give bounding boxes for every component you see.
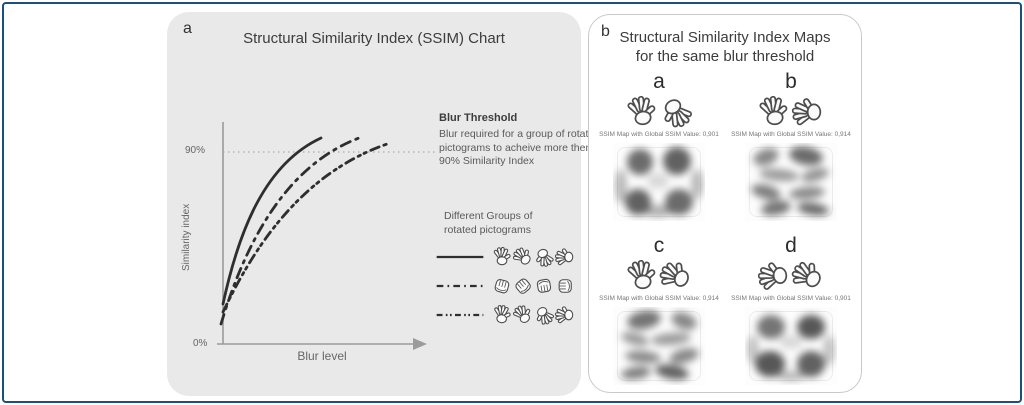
ssim-map-grid: a SSIM Map with Global SSIM Value: 0,901 xyxy=(589,71,861,389)
subpanel-c-caption: SSIM Map with Global SSIM Value: 0,914 xyxy=(599,295,719,302)
subpanel-b-caption: SSIM Map with Global SSIM Value: 0,914 xyxy=(731,131,851,138)
subpanel-b-pictograms xyxy=(757,96,825,128)
subpanel-a-pictograms xyxy=(625,96,693,128)
subpanel-c-pictograms xyxy=(625,260,693,292)
subpanel-d-label: d xyxy=(785,234,797,257)
legend-row-dash-dot-dot xyxy=(435,300,575,329)
solid-line-sample xyxy=(436,255,484,258)
open-hand-icon xyxy=(555,305,575,325)
subpanel-c: c SSIM Map with Global SSIM Value: 0,914 xyxy=(593,235,725,385)
ssim-map-image-c xyxy=(613,307,705,385)
open-hand-icon xyxy=(555,247,575,267)
panel-b-label: b xyxy=(601,23,610,40)
subpanel-a-label: a xyxy=(653,70,665,93)
y-axis-label: Similarity index xyxy=(181,203,192,271)
x-axis-label: Blur level xyxy=(297,349,347,363)
subpanel-d: d SSIM Map with Global SSIM Value: 0,901 xyxy=(725,235,857,385)
open-hand-icon xyxy=(755,93,792,130)
legend-row-solid xyxy=(435,242,575,271)
panel-a-title: Structural Similarity Index (SSIM) Chart xyxy=(243,30,505,47)
open-hand-icon xyxy=(491,304,513,326)
ssim-map-image-d xyxy=(745,307,837,385)
blur-threshold-description: Blur required for a group of rotated pic… xyxy=(439,128,601,168)
ssim-map-image-a xyxy=(613,143,705,221)
subpanel-b: b SSIM Map with Global SSIM Value: 0,914 xyxy=(725,71,857,221)
panel-b-title-line2: for the same blur threshold xyxy=(635,47,815,65)
open-hand-icon xyxy=(531,244,557,270)
legend-row-dash-dot xyxy=(435,271,575,300)
subpanel-d-pictograms xyxy=(757,260,825,292)
chart-canvas xyxy=(217,122,437,350)
curve-dashdot-group2 xyxy=(219,136,361,326)
blur-threshold-heading: Blur Threshold xyxy=(439,112,518,124)
curve-dashdotdot-group3 xyxy=(221,142,389,314)
legend-title: Different Groups of rotated pictograms xyxy=(444,210,533,236)
dash-dot-dot-line-sample xyxy=(436,313,484,316)
panel-a-label: a xyxy=(183,20,192,37)
open-hand-icon xyxy=(757,259,792,294)
panel-b-ssim-maps: b Structural Similarity Index Maps for t… xyxy=(588,14,862,393)
dash-dot-line-sample xyxy=(436,284,484,287)
open-hand-icon xyxy=(530,301,557,328)
x-axis-arrow xyxy=(413,338,427,350)
panel-b-title-line1: Structural Similarity Index Maps xyxy=(619,29,831,46)
panel-b-title: Structural Similarity Index Maps for the… xyxy=(589,29,861,67)
fist-icon xyxy=(532,274,555,297)
ssim-map-image-b xyxy=(745,143,837,221)
open-hand-icon xyxy=(623,257,660,294)
open-hand-icon xyxy=(655,255,698,298)
subpanel-c-label: c xyxy=(653,234,665,257)
open-hand-icon xyxy=(792,96,824,128)
curve-solid-group1 xyxy=(221,136,323,306)
y-tick-0: 0% xyxy=(193,338,208,349)
open-hand-icon xyxy=(623,93,660,130)
ssim-line-chart xyxy=(207,112,443,362)
panel-a-ssim-chart: a Structural Similarity Index (SSIM) Cha… xyxy=(167,12,600,396)
subpanel-b-label: b xyxy=(785,70,797,93)
subpanel-a-caption: SSIM Map with Global SSIM Value: 0,901 xyxy=(599,131,719,138)
open-hand-icon xyxy=(786,254,830,298)
subpanel-d-caption: SSIM Map with Global SSIM Value: 0,901 xyxy=(731,295,851,302)
open-hand-icon xyxy=(654,90,698,134)
y-tick-90: 90% xyxy=(185,145,206,156)
fist-icon xyxy=(555,276,575,296)
subpanel-a: a SSIM Map with Global SSIM Value: 0,901 xyxy=(593,71,725,221)
chart-legend xyxy=(435,242,575,329)
